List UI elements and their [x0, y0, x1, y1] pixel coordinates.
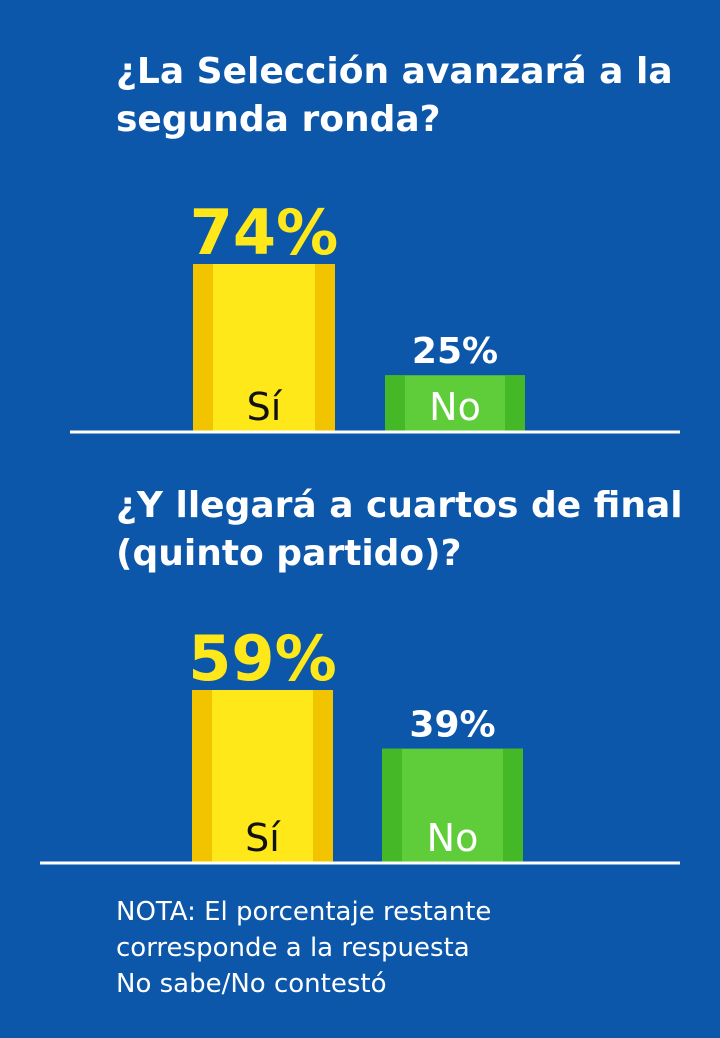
chart-1-bar	[385, 375, 525, 432]
chart-1-bar	[193, 264, 335, 432]
chart-2-value-label: 39%	[409, 705, 495, 746]
bar-shade-left	[385, 375, 405, 432]
bar-shade-left	[193, 264, 213, 432]
chart-1-category-label: Sí	[247, 385, 283, 429]
footnote-line: No sabe/No contestó	[116, 969, 387, 999]
bar-shade-right	[315, 264, 335, 432]
bar-shade-right	[503, 748, 523, 863]
footnote-line: NOTA: El porcentaje restante	[116, 897, 492, 927]
bar-shade-right	[313, 690, 333, 863]
footnote: NOTA: El porcentaje restante corresponde…	[116, 894, 676, 1002]
chart-2-value-label: 59%	[188, 622, 336, 695]
chart-1-title: ¿La Selección avanzará a la segunda rond…	[116, 51, 673, 140]
chart-2-bar	[192, 690, 333, 863]
bar-shade-right	[505, 375, 525, 432]
chart-2-category-label: Sí	[245, 816, 281, 860]
chart-2-title: ¿Y llegará a cuartos de final (quinto pa…	[116, 485, 683, 574]
chart-1-category-label: No	[429, 385, 481, 429]
bar-shade-left	[192, 690, 212, 863]
bar-shade-left	[382, 748, 402, 863]
chart-1-value-label: 74%	[190, 196, 338, 269]
chart-2-bar	[382, 748, 523, 863]
footnote-line: corresponde a la respuesta	[116, 933, 470, 963]
chart-2-category-label: No	[427, 816, 479, 860]
chart-1-value-label: 25%	[412, 331, 498, 372]
